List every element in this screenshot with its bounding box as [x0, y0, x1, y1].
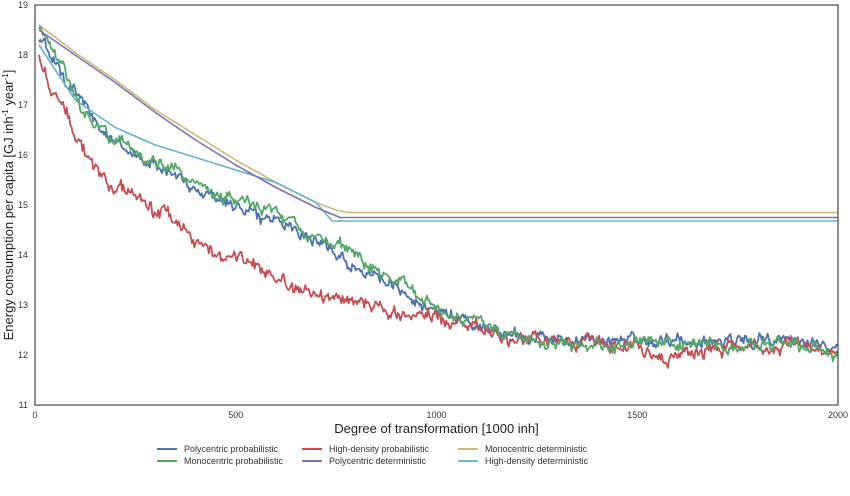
y-tick-label: 19	[18, 0, 28, 10]
y-tick-label: 13	[18, 300, 28, 310]
legend-label: High-density deterministic	[485, 456, 589, 466]
x-tick-label: 2000	[828, 410, 848, 420]
plot-series	[38, 24, 839, 369]
y-tick-labels: 11 12 13 14 15 16 17 18 19	[18, 0, 28, 410]
series-line	[38, 24, 838, 214]
y-axis-title-mid: year	[1, 80, 16, 110]
y-tick-label: 14	[18, 250, 28, 260]
x-tick-label: 0	[32, 410, 37, 420]
y-tick-label: 11	[19, 400, 28, 410]
legend-label: Polycentric deterministic	[329, 456, 427, 466]
y-axis-title-sup2: -1	[1, 73, 10, 81]
series-line	[38, 54, 839, 369]
series-line	[38, 29, 838, 219]
y-axis-title: Energy consumption per capita [GJ inh-1 …	[1, 70, 16, 341]
y-axis-title-sup1: -1	[1, 109, 10, 117]
x-axis-title: Degree of transformation [1000 inh]	[334, 421, 539, 436]
x-tick-labels: 0 500 1000 1500 2000	[32, 410, 848, 420]
legend-label: High-density probabilistic	[329, 444, 430, 454]
x-tick-label: 500	[228, 410, 243, 420]
y-axis-title-main: Energy consumption per capita [GJ inh	[1, 116, 16, 340]
y-tick-label: 17	[18, 100, 28, 110]
series-line	[38, 25, 839, 363]
y-tick-label: 18	[18, 50, 28, 60]
y-tick-label: 15	[18, 200, 28, 210]
plot-frame	[34, 4, 839, 406]
legend-label: Monocentric deterministic	[485, 444, 588, 454]
legend-label: Polycentric probabilistic	[184, 444, 279, 454]
series-line	[38, 44, 838, 222]
legend: Polycentric probabilistic Monocentric pro…	[157, 444, 589, 466]
y-tick-label: 12	[18, 350, 28, 360]
legend-label: Monocentric probabilistic	[184, 456, 284, 466]
x-tick-label: 1500	[627, 410, 647, 420]
series-line	[38, 37, 839, 355]
y-tick-label: 16	[18, 150, 28, 160]
y-axis-title-end: ]	[1, 70, 16, 74]
x-tick-label: 1000	[426, 410, 446, 420]
